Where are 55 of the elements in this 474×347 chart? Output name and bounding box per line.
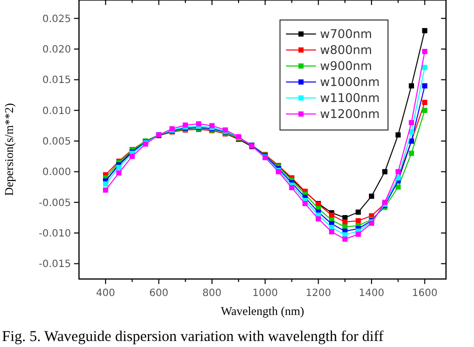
y-tick-label: 0.015 [42,75,71,86]
y-tick-label: 0.020 [42,44,71,56]
point [329,229,334,234]
x-tick-label: 1200 [306,288,332,299]
point [422,100,428,105]
x-tick-label: 600 [149,288,168,299]
y-tick-label: 0.010 [42,106,71,117]
point [342,219,348,225]
x-tick-label: 800 [202,288,222,299]
point [408,150,414,156]
point [289,185,294,190]
point [342,236,348,242]
point [316,216,321,222]
y-tick-label: 0.005 [42,136,71,148]
x-tick-label: 400 [96,288,116,299]
legend-label: w1000nm [320,75,380,90]
point [422,83,428,88]
point [356,232,361,237]
point [116,170,122,176]
legend-label: w1200nm [320,107,380,122]
point [329,212,334,218]
point [356,218,361,224]
point [422,108,428,113]
x-tick-label: 1000 [252,288,278,299]
x-tick-label: 1600 [412,288,438,299]
legend-label: w700nm [320,27,372,42]
legend-label: w800nm [320,43,372,58]
legend-label: w900nm [320,59,372,74]
point [382,169,388,174]
point [408,129,414,134]
point [196,121,202,126]
point [102,187,108,193]
point [302,200,308,206]
point [408,120,414,126]
point [368,194,374,199]
y-tick-label: -0.005 [38,198,71,209]
caption: Fig. 5. Waveguide dispersion variation with wavelength for diff [2,329,384,345]
point [356,210,361,215]
point [102,181,108,187]
legend-label: w1100nm [320,91,380,106]
y-tick-label: 0.025 [42,14,71,25]
x-axis-title: Wavelength (nm) [220,304,304,318]
point [422,28,428,34]
point [130,154,135,159]
point [396,132,401,138]
point [116,164,122,170]
point [422,48,428,54]
point [422,64,428,70]
y-tick-label: -0.010 [38,228,71,240]
point [408,83,414,88]
y-tick-label: 0.000 [42,167,71,178]
y-axis-title: Depersion(s/m**2) [2,103,16,196]
y-tick-label: -0.015 [38,259,71,270]
x-tick-label: 1400 [358,288,384,299]
point [396,169,401,174]
